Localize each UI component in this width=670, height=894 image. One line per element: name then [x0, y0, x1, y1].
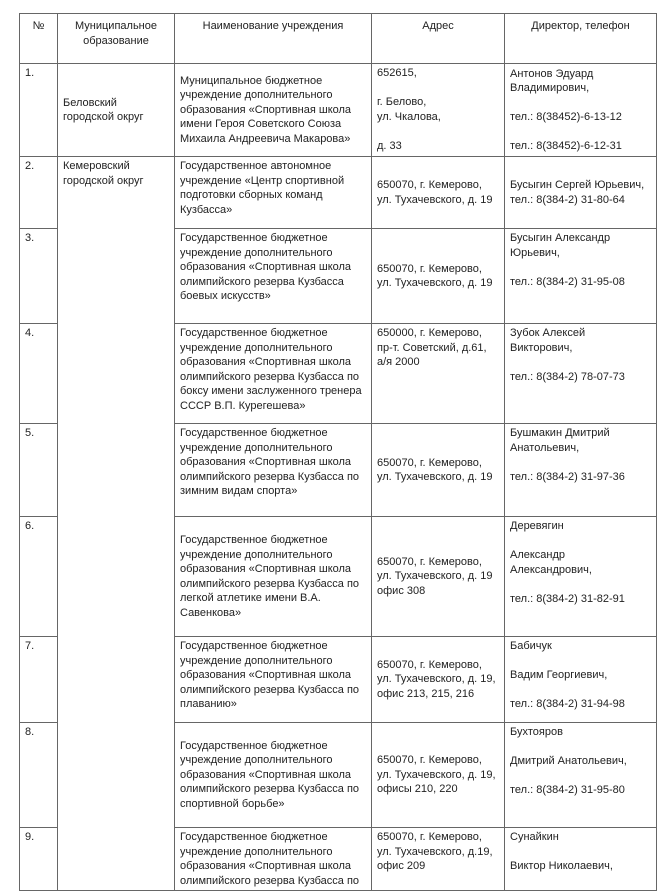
address: 650070, г. Кемерово, ул. Тухачевского, д… [371, 228, 505, 324]
address: 652615, г. Белово, ул. Чкалова, д. 33 [371, 63, 505, 157]
row-number: 8. [19, 722, 58, 828]
table-row: 5. Государственное бюджетное учреждение д… [19, 423, 657, 517]
address: 650070, г. Кемерово, ул. Тухачевского, д… [371, 722, 505, 828]
institutions-table: № Муниципальное образование Наименование… [19, 13, 657, 891]
municipality-cell: Беловский городской округ [57, 63, 175, 157]
row-number: 5. [19, 423, 58, 517]
row-number: 6. [19, 516, 58, 637]
director-phone: Бусыгин Александр Юрьевич, тел.: 8(384-2… [504, 228, 657, 324]
institution-name: Государственное бюджетное учреждение доп… [174, 636, 372, 723]
director-phone: Бабичук Вадим Георгиевич, тел.: 8(384-2)… [504, 636, 657, 723]
row-number: 1. [19, 63, 58, 157]
row-number: 2. [19, 156, 58, 229]
table-row: 1. Беловский городской округ Муниципальное… [19, 63, 657, 157]
director-phone: Бусыгин Сергей Юрьевич, тел.: 8(384-2) 3… [504, 156, 657, 229]
director-phone: Бушмакин Дмитрий Анатольевич, тел.: 8(38… [504, 423, 657, 517]
table-header-row: № Муниципальное образование Наименование… [19, 13, 657, 64]
row-number: 9. [19, 827, 58, 891]
institution-name: Государственное бюджетное учреждение доп… [174, 228, 372, 324]
table-row: 7. Государственное бюджетное учреждение д… [19, 636, 657, 723]
row-number: 7. [19, 636, 58, 723]
institution-name: Государственное бюджетное учреждение доп… [174, 516, 372, 637]
address: 650070, г. Кемерово, ул. Тухачевского, д… [371, 636, 505, 723]
table-row: 3. Государственное бюджетное учреждение д… [19, 228, 657, 324]
table-row: 8. Государственное бюджетное учреждение д… [19, 722, 657, 828]
institution-name: Государственное бюджетное учреждение доп… [174, 722, 372, 828]
address: 650000, г. Кемерово, пр-т. Советский, д.… [371, 323, 505, 424]
director-phone: Деревягин Александр Александрович, тел.:… [504, 516, 657, 637]
institution-name: Государственное бюджетное учреждение доп… [174, 423, 372, 517]
municipality-cell: Кемеровский городской округ [57, 156, 175, 891]
institution-name: Государственное автономное учреждение «Ц… [174, 156, 372, 229]
institution-name: Государственное бюджетное учреждение доп… [174, 323, 372, 424]
table-row: 9. Государственное бюджетное учреждение д… [19, 827, 657, 891]
address: 650070, г. Кемерово, ул. Тухачевского, д… [371, 827, 505, 891]
row-number: 3. [19, 228, 58, 324]
director-phone: Бухтояров Дмитрий Анатольевич, тел.: 8(3… [504, 722, 657, 828]
header-institution: Наименование учреждения [174, 13, 372, 64]
table-row: 2. Кемеровский городской округ Государстве… [19, 156, 657, 891]
header-num: № [19, 13, 58, 64]
address: 650070, г. Кемерово, ул. Тухачевского, д… [371, 516, 505, 637]
table-row: 6. Государственное бюджетное учреждение д… [19, 516, 657, 637]
address: 650070, г. Кемерово, ул. Тухачевского, д… [371, 156, 505, 229]
header-municipality: Муниципальное образование [57, 13, 175, 64]
header-director: Директор, телефон [504, 13, 657, 64]
header-address: Адрес [371, 13, 505, 64]
director-phone: Антонов Эдуард Владимирович, тел.: 8(384… [504, 63, 657, 157]
row-number: 4. [19, 323, 58, 424]
director-phone: Сунайкин Виктор Николаевич, [504, 827, 657, 891]
table-row: 4. Государственное бюджетное учреждение д… [19, 323, 657, 424]
institution-name: Государственное бюджетное учреждение доп… [174, 827, 372, 891]
institution-name: Муниципальное бюджетное учреждение допол… [174, 63, 372, 157]
director-phone: Зубок Алексей Викторович, тел.: 8(384-2)… [504, 323, 657, 424]
address: 650070, г. Кемерово, ул. Тухачевского, д… [371, 423, 505, 517]
